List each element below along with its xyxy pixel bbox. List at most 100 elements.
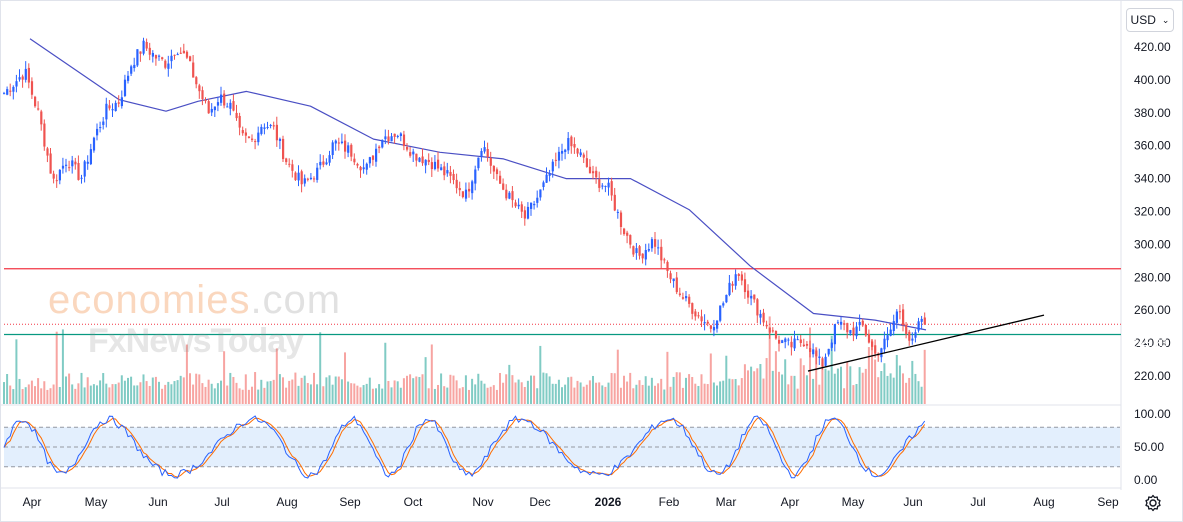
volume-bar <box>133 385 136 404</box>
candle-body <box>809 347 812 352</box>
volume-bar <box>328 375 331 404</box>
volume-bar <box>207 379 210 404</box>
candle-body <box>418 157 421 162</box>
volume-bar <box>647 385 650 404</box>
volume-bar <box>266 381 269 404</box>
volume-bar <box>564 384 567 404</box>
volume-bar <box>725 355 728 404</box>
currency-selector[interactable]: USD ⌄ <box>1126 8 1174 32</box>
candle-body <box>539 189 542 198</box>
volume-bar <box>114 384 117 404</box>
price-tick-label: 360.00 <box>1134 139 1171 153</box>
volume-bar <box>77 383 80 404</box>
volume-bar <box>151 377 154 404</box>
volume-bar <box>709 353 712 404</box>
candle-body <box>322 161 325 165</box>
volume-bar <box>145 381 148 404</box>
volume-bar <box>282 377 284 404</box>
candle-body <box>554 159 557 161</box>
candle-body <box>291 164 294 171</box>
volume-bar <box>731 379 734 404</box>
price-tick-label: 420.00 <box>1134 40 1171 54</box>
candle-body <box>722 303 725 306</box>
volume-bar <box>89 385 92 404</box>
candle-body <box>272 125 275 127</box>
volume-bar <box>192 384 195 404</box>
volume-bar <box>303 375 306 404</box>
candle-body <box>892 321 895 331</box>
candle-body <box>843 323 846 325</box>
volume-bar <box>263 387 266 404</box>
volume-bar <box>719 381 722 404</box>
volume-bar <box>561 387 563 404</box>
time-axis[interactable]: Apr May Jun Jul Aug Sep Oct Nov Dec 2026 Feb Mar Apr… <box>23 495 1119 509</box>
candle-body <box>412 151 415 155</box>
candle-body <box>716 320 719 329</box>
volume-bar <box>105 383 108 404</box>
candle-body <box>226 106 229 108</box>
time-axis-label: Nov <box>472 495 493 509</box>
volume-bar <box>762 378 765 404</box>
volume-bar <box>678 372 681 404</box>
volume-bar <box>288 380 291 404</box>
stochastic-tick-label: 50.00 <box>1134 440 1164 454</box>
candle-body <box>601 185 604 187</box>
volume-bar <box>911 360 914 404</box>
trendline[interactable] <box>807 314 1045 372</box>
volume-bar <box>272 379 275 404</box>
volume-bar <box>359 387 362 404</box>
volume-bar <box>244 374 247 404</box>
volume-bar <box>130 376 133 404</box>
candle-body <box>756 299 759 316</box>
candle-body <box>743 279 747 293</box>
candle-body <box>728 282 731 295</box>
candle-body <box>161 57 164 60</box>
volume-bar <box>691 376 694 404</box>
volume-bar <box>3 382 5 404</box>
candle-body <box>675 277 678 293</box>
volume-bar <box>433 388 436 404</box>
candle-body <box>548 173 551 176</box>
volume-bar <box>464 375 467 404</box>
horizontal-levels[interactable] <box>4 268 1121 336</box>
candle-body <box>437 159 440 169</box>
candle-body <box>244 132 247 136</box>
volume-bar <box>796 388 799 404</box>
candle-body <box>260 126 263 134</box>
volume-bar <box>260 379 263 404</box>
candle-body <box>158 55 161 57</box>
volume-bar <box>179 375 182 404</box>
currency-label: USD <box>1130 13 1156 27</box>
candle-body <box>9 90 12 92</box>
volume-bar <box>378 384 381 404</box>
volume-bar <box>173 381 176 404</box>
candle-body <box>480 151 483 157</box>
volume-bar <box>539 345 542 404</box>
candle-body <box>3 93 6 95</box>
volume-bar <box>316 384 319 404</box>
volume-bar <box>768 316 771 404</box>
candle-body <box>182 50 185 54</box>
candle-body <box>523 210 526 219</box>
volume-bar <box>34 386 36 404</box>
candle-body <box>579 152 582 156</box>
volume-bar <box>666 351 669 404</box>
candle-body <box>830 342 833 348</box>
volume-bar <box>198 374 201 404</box>
volume-bar <box>71 384 74 404</box>
settings-gear-icon[interactable] <box>1143 493 1163 513</box>
volume-bar <box>716 385 718 404</box>
candle-body <box>278 138 282 141</box>
volume-bar <box>99 380 102 404</box>
candle-body <box>350 144 353 157</box>
volume-bar <box>756 368 759 404</box>
volume-bar <box>889 373 892 404</box>
price-axis[interactable]: 420.00 400.00 380.00 360.00 340.00 320.00 300.… <box>1134 40 1171 383</box>
volume-bar <box>654 385 656 404</box>
volume-bar <box>827 370 830 404</box>
volume-bar <box>616 349 619 404</box>
candle-body <box>740 274 743 281</box>
volume-bar <box>743 364 746 404</box>
candle-body <box>421 156 424 164</box>
